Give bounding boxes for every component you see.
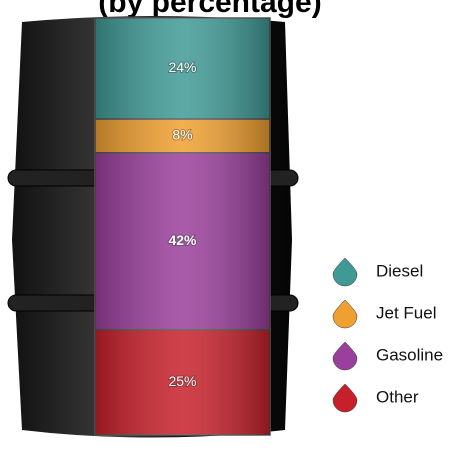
legend-swatch [332, 341, 358, 371]
legend-swatch [332, 383, 358, 413]
segment-label: 42% [168, 232, 197, 248]
segment-label: 24% [168, 59, 196, 75]
chart-title: (by percentage) [98, 0, 321, 19]
legend-label: Gasoline [376, 345, 443, 364]
segment-label: 25% [168, 373, 196, 389]
legend-label: Other [376, 387, 419, 406]
segment-label: 8% [172, 127, 192, 143]
legend-swatch [332, 299, 358, 329]
legend-swatch [332, 257, 358, 287]
legend-label: Jet Fuel [376, 303, 436, 322]
legend-label: Diesel [376, 261, 423, 280]
